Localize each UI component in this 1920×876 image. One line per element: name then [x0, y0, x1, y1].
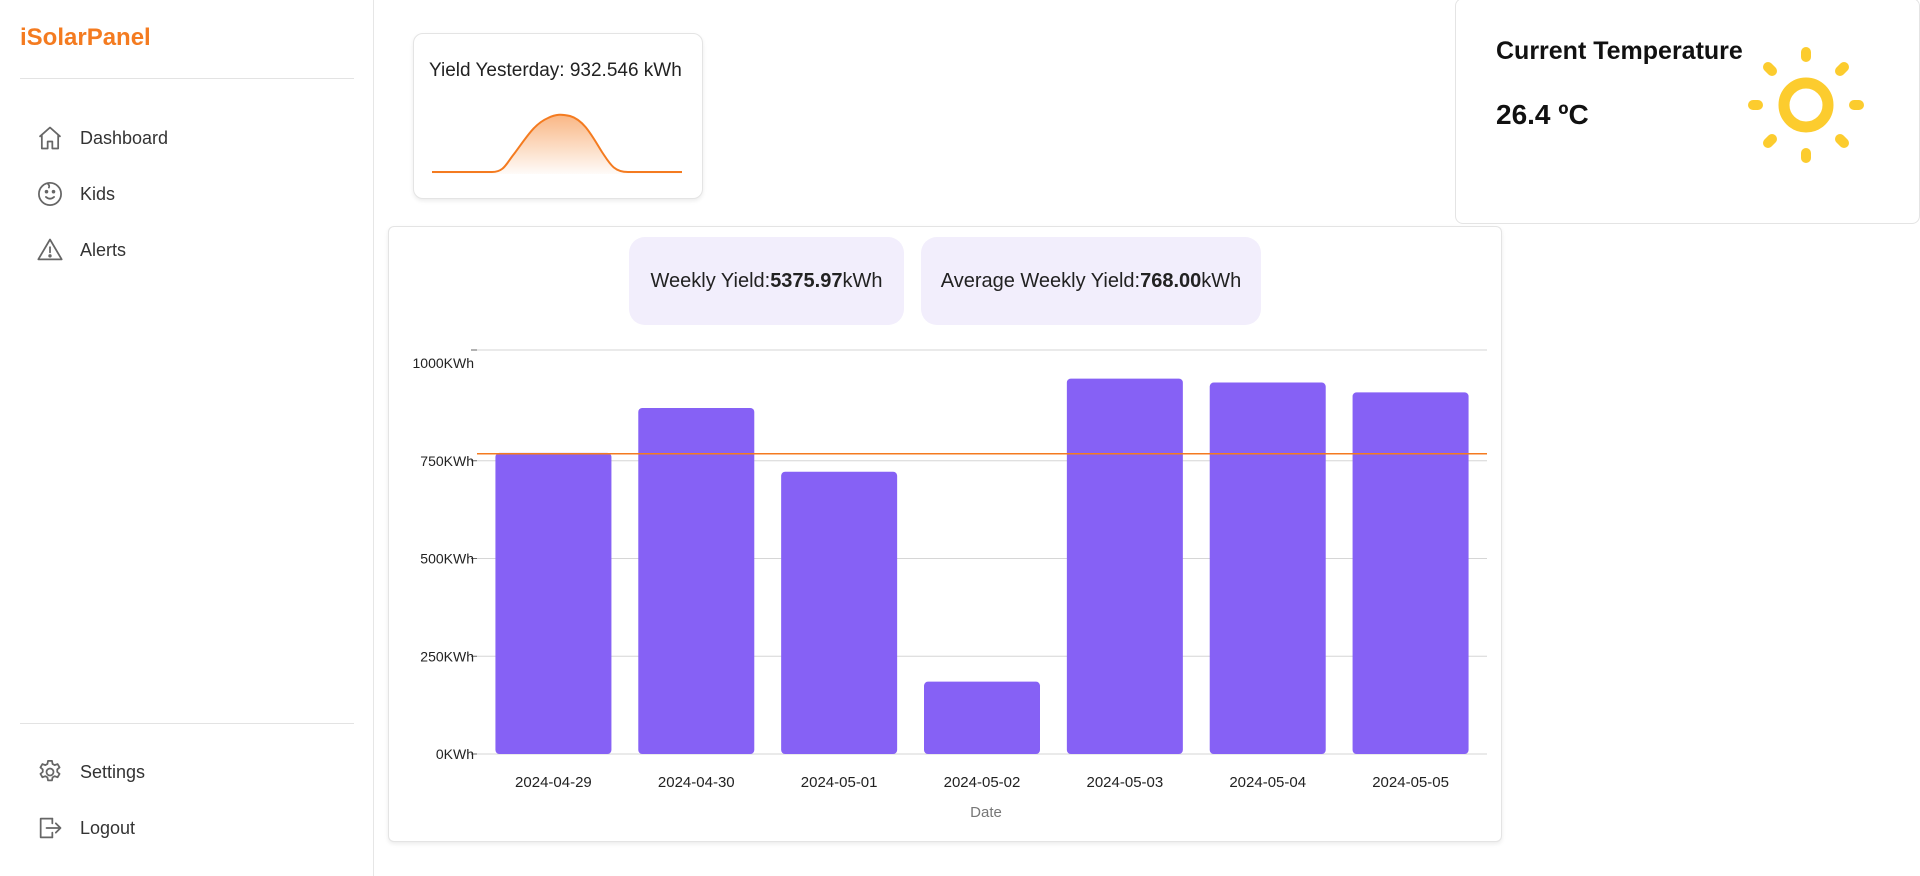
sidebar-item-alerts[interactable]: Alerts — [36, 230, 356, 270]
sidebar: iSolarPanel Dashboard Kids Alerts Settin… — [0, 0, 374, 876]
weekly-yield-pill: Weekly Yield: 5375.97 kWh — [629, 237, 904, 325]
yield-sparkline — [432, 113, 682, 174]
y-axis-tick-label: 500KWh — [420, 551, 474, 567]
average-weekly-yield-label: Average Weekly Yield: — [940, 269, 1141, 292]
sidebar-item-label: Alerts — [80, 239, 127, 260]
sidebar-item-label: Kids — [80, 183, 116, 204]
bar — [638, 407, 755, 754]
yield-yesterday-card[interactable]: Yield Yesterday: 932.546 kWh — [413, 33, 703, 199]
temperature-title: Current Temperature — [1496, 37, 1743, 65]
weekly-yield-value: 5375.97 — [770, 269, 843, 292]
smile-icon — [38, 182, 62, 206]
temperature-value: 26.4 ºC — [1496, 99, 1589, 130]
bar — [495, 452, 612, 754]
bar — [924, 681, 1040, 754]
y-axis-tick-label: 750KWh — [420, 453, 474, 469]
sidebar-item-label: Settings — [80, 761, 146, 782]
x-axis-tick-label: 2024-05-04 — [1229, 774, 1306, 791]
sidebar-item-label: Logout — [80, 817, 136, 838]
sidebar-item-settings[interactable]: Settings — [36, 752, 356, 792]
warning-icon — [37, 238, 63, 261]
sidebar-item-logout[interactable]: Logout — [36, 808, 356, 848]
bar — [1209, 382, 1326, 754]
x-axis-tick-label: 2024-05-05 — [1372, 774, 1449, 791]
sidebar-item-dashboard[interactable]: Dashboard — [36, 118, 356, 158]
home-icon — [38, 126, 62, 150]
sidebar-item-kids[interactable]: Kids — [36, 174, 356, 214]
x-axis-tick-label: 2024-04-29 — [515, 774, 592, 791]
y-axis-tick-label: 0KWh — [436, 746, 474, 762]
temperature-card[interactable]: Current Temperature 26.4 ºC — [1455, 0, 1920, 224]
logout-icon — [39, 817, 62, 839]
yield-yesterday-title: Yield Yesterday: 932.546 kWh — [429, 60, 682, 81]
x-axis-tick-label: 2024-04-30 — [658, 774, 735, 791]
weekly-yield-bar-chart: 0KWh 250KWh 500KWh 750KWh 1000KWh 2024-04-29 2… — [413, 349, 1487, 821]
x-axis-tick-label: 2024-05-03 — [1086, 774, 1163, 791]
average-weekly-yield-unit: kWh — [1201, 269, 1242, 292]
weekly-yield-unit: kWh — [842, 269, 883, 292]
weekly-yield-label: Weekly Yield: — [650, 269, 771, 292]
sidebar-divider-top — [20, 78, 354, 79]
sidebar-divider-bottom — [20, 723, 354, 724]
weekly-chart-card: Weekly Yield: 5375.97 kWh Average Weekly … — [388, 226, 1502, 842]
sun-icon — [1748, 47, 1864, 163]
bar — [781, 471, 898, 754]
average-weekly-yield-value: 768.00 — [1140, 269, 1202, 292]
y-axis-tick-label: 250KWh — [420, 648, 474, 664]
average-weekly-yield-pill: Average Weekly Yield: 768.00 kWh — [921, 237, 1261, 325]
sidebar-item-label: Dashboard — [80, 127, 169, 148]
x-axis-tick-label: 2024-05-01 — [801, 774, 878, 791]
gear-icon — [39, 760, 61, 782]
x-axis-tick-label: 2024-05-02 — [944, 774, 1021, 791]
x-axis-label: Date — [970, 804, 1002, 821]
bar — [1066, 378, 1183, 754]
app-logo[interactable]: iSolarPanel — [20, 24, 151, 51]
y-axis-tick-label: 1000KWh — [413, 355, 474, 371]
bar — [1352, 392, 1469, 754]
